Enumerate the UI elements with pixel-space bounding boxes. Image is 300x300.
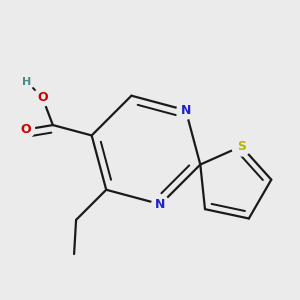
Text: H: H xyxy=(22,77,32,87)
Circle shape xyxy=(17,121,34,138)
Circle shape xyxy=(34,88,51,106)
Circle shape xyxy=(152,196,170,213)
Text: N: N xyxy=(181,104,191,117)
Text: O: O xyxy=(20,123,31,136)
Circle shape xyxy=(177,101,195,119)
Circle shape xyxy=(20,75,34,89)
Circle shape xyxy=(232,137,251,156)
Text: O: O xyxy=(37,91,48,104)
Text: N: N xyxy=(155,198,166,211)
Text: S: S xyxy=(237,140,246,153)
